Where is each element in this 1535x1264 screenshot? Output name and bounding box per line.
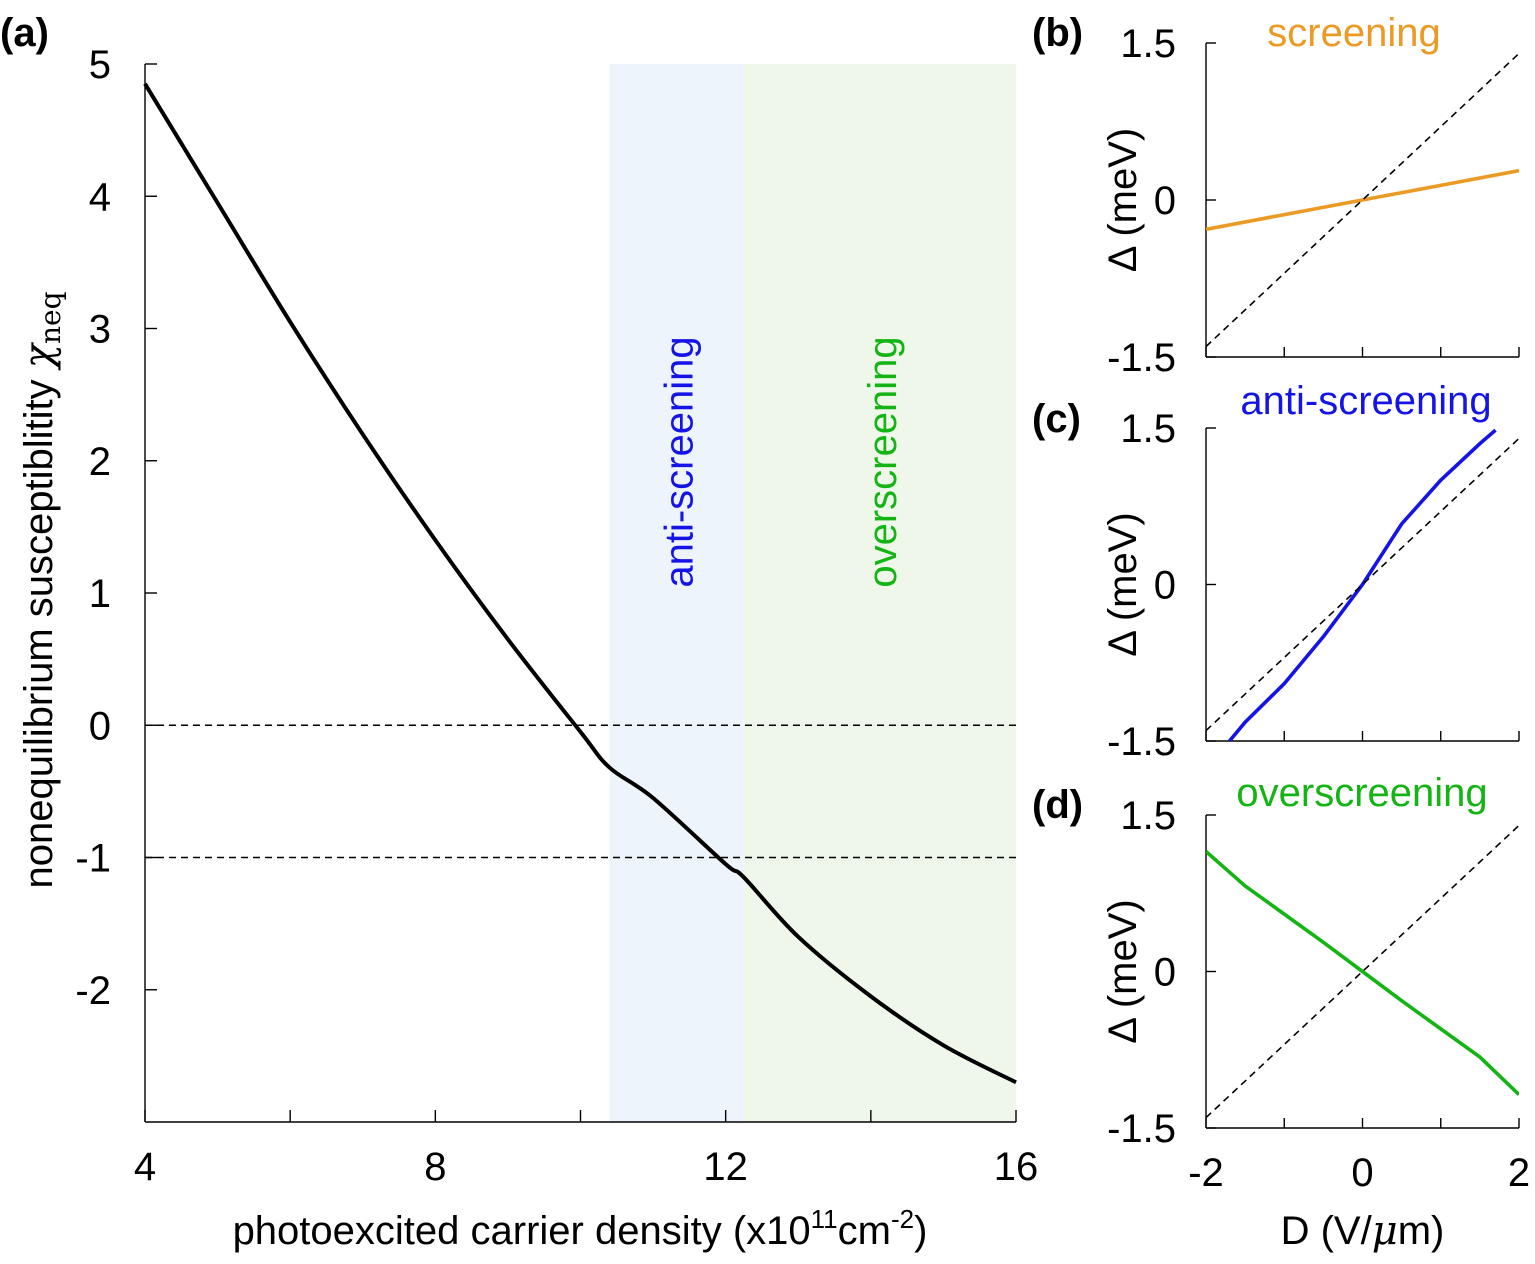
y-tick-label: 1 [89, 572, 111, 616]
y-tick-label: -2 [75, 969, 111, 1013]
y-tick-label: 4 [89, 175, 111, 219]
x-tick-label: -2 [1188, 1151, 1224, 1195]
panel-label-d: (d) [1032, 783, 1083, 827]
y-tick-label: 0 [1154, 179, 1176, 223]
x-axis-label-part: cm [838, 1209, 891, 1253]
y-tick-label: 0 [1154, 951, 1176, 995]
panel-title: anti-screening [1240, 379, 1491, 423]
y-tick-label: 0 [1154, 564, 1176, 608]
region-layer: anti-screening overscreening [609, 64, 1016, 1122]
region-label-overscreening: overscreening [861, 336, 905, 587]
panel-b: -1.5 0 1.5 (b) screening Δ (meV) [1032, 11, 1520, 380]
series-layer-a [143, 82, 1017, 1085]
y-axis-label-text: nonequilibrium susceptiblitity [17, 368, 61, 888]
y-axis-label-subscript: neq [34, 291, 67, 344]
x-axis-label-unit: m) [1398, 1209, 1445, 1253]
x-tick-label: 4 [134, 1145, 156, 1189]
series-line-anti-screening [1228, 428, 1497, 741]
labels-a: (a) photoexcited carrier density (x1011cm… [0, 11, 927, 1253]
panel-label-c: (c) [1032, 397, 1081, 441]
x-axis-label: photoexcited carrier density (x1011cm-2) [233, 1204, 928, 1253]
y-axis-label: Δ (meV) [1101, 512, 1145, 657]
region-label-anti-screening: anti-screening [658, 336, 702, 587]
y-axis-label: nonequilibrium susceptiblitity χneq [16, 291, 67, 888]
x-axis-label-part: -2 [891, 1204, 914, 1234]
panel-c: -1.5 0 1.5 (c) anti-screening Δ (meV) [1032, 379, 1520, 764]
region-overscreening [743, 64, 1016, 1122]
y-tick-label: 1.5 [1120, 794, 1176, 838]
series-line-chi_neq [143, 82, 1017, 1085]
y-tick-label: -1.5 [1107, 1107, 1176, 1151]
y-tick-label: 1.5 [1120, 22, 1176, 66]
x-tick-label: 12 [703, 1145, 748, 1189]
y-tick-label: 1.5 [1120, 407, 1176, 451]
panel-d: -1.5 0 1.5 (d) overscreening Δ (meV) -2 0 2 D (V/… [1032, 771, 1530, 1254]
y-tick-label: 3 [89, 308, 111, 352]
x-axis-label-part: ) [914, 1209, 927, 1253]
panel-label-a: (a) [0, 11, 49, 55]
y-axis-label-symbol: χ [16, 341, 62, 371]
panel-label-b: (b) [1032, 11, 1083, 55]
y-tick-label: -1.5 [1107, 336, 1176, 380]
x-tick-label: 16 [994, 1145, 1039, 1189]
y-axis-label: Δ (meV) [1101, 128, 1145, 273]
x-axis-label: D (V/μm) [1281, 1208, 1445, 1254]
x-tick-label: 8 [424, 1145, 446, 1189]
panel-title: overscreening [1236, 771, 1487, 815]
x-axis-label-mu: μ [1372, 1208, 1398, 1254]
x-tick-label: 0 [1351, 1151, 1373, 1195]
y-tick-label: -1 [75, 837, 111, 881]
y-tick-label: -1.5 [1107, 720, 1176, 764]
series-line-overscreening [1206, 850, 1519, 1096]
x-axis-label-part: D (V/ [1281, 1209, 1373, 1253]
y-tick-label: 2 [89, 440, 111, 484]
y-axis-label: Δ (meV) [1101, 899, 1145, 1044]
panel-title: screening [1267, 11, 1440, 55]
x-tick-label: 2 [1508, 1151, 1530, 1195]
reference-lines [145, 724, 1016, 859]
x-axis-label-part: 11 [811, 1204, 838, 1234]
series-line-screening [1206, 168, 1519, 232]
region-anti-screening [609, 64, 744, 1122]
y-tick-label: 0 [89, 704, 111, 748]
y-tick-label: 5 [89, 43, 111, 87]
x-axis-label-part: photoexcited carrier density (x10 [233, 1209, 811, 1253]
